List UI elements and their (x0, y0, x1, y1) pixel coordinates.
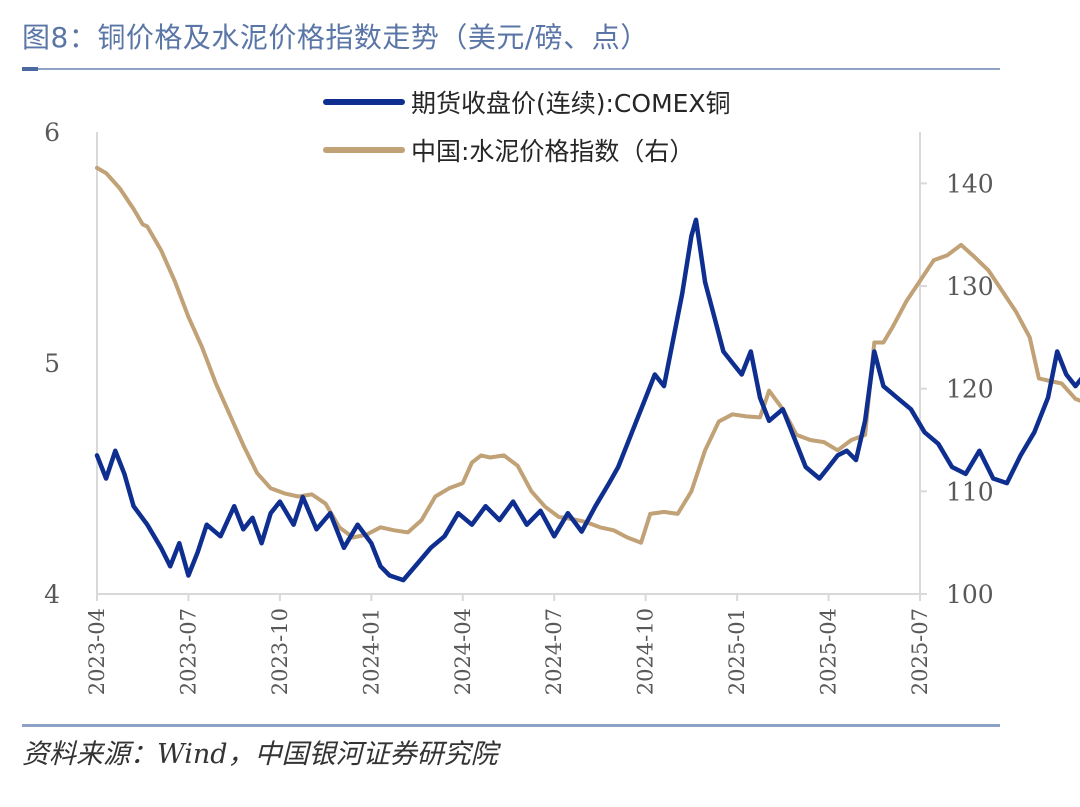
footer-rule (22, 724, 1000, 727)
right-y-tick-label: 100 (946, 580, 994, 609)
chart-canvas: 4 5 6 100 110 120 130 140 2023-04 2023-07 2023-1… (44, 89, 1080, 695)
right-y-tick-label: 130 (946, 272, 994, 301)
right-y-tick-label: 120 (946, 375, 994, 404)
title-underline (22, 68, 1000, 70)
copper-price-line (94, 217, 1080, 583)
x-tick-label: 2024-01 (359, 608, 383, 695)
left-y-tick-label: 5 (44, 349, 60, 378)
title-underline-accent (22, 67, 38, 71)
left-y-ticks: 4 5 6 (44, 118, 60, 609)
x-tick-label: 2025-07 (908, 608, 932, 695)
left-y-tick-label: 6 (44, 118, 60, 147)
source-note: 资料来源：Wind，中国银河证券研究院 (22, 739, 498, 770)
figure-title: 图8：铜价格及水泥价格指数走势（美元/磅、点） (22, 21, 649, 54)
cement-index-line (95, 165, 1080, 545)
right-y-tick-label: 140 (946, 169, 994, 198)
left-y-tick-label: 4 (44, 580, 60, 609)
legend-label-copper: 期货收盘价(连续):COMEX铜 (411, 89, 731, 118)
legend: 期货收盘价(连续):COMEX铜 中国:水泥价格指数（右） (323, 89, 731, 166)
right-y-ticks: 100 110 120 130 140 (920, 169, 994, 609)
x-tick-label: 2024-07 (542, 608, 566, 695)
x-tick-label: 2024-04 (451, 608, 475, 695)
x-tick-label: 2023-04 (85, 608, 109, 695)
x-tick-label: 2023-10 (268, 608, 292, 695)
x-tick-label: 2024-10 (634, 608, 658, 695)
x-tick-label: 2025-01 (725, 608, 749, 695)
plot-lines (94, 165, 1080, 583)
right-y-tick-label: 110 (946, 477, 994, 506)
x-tick-label: 2025-04 (817, 608, 841, 695)
x-tick-label: 2023-07 (176, 608, 200, 695)
legend-label-cement: 中国:水泥价格指数（右） (411, 137, 694, 166)
x-axis-ticks: 2023-04 2023-07 2023-10 2024-01 2024-04 2024-… (85, 594, 932, 695)
